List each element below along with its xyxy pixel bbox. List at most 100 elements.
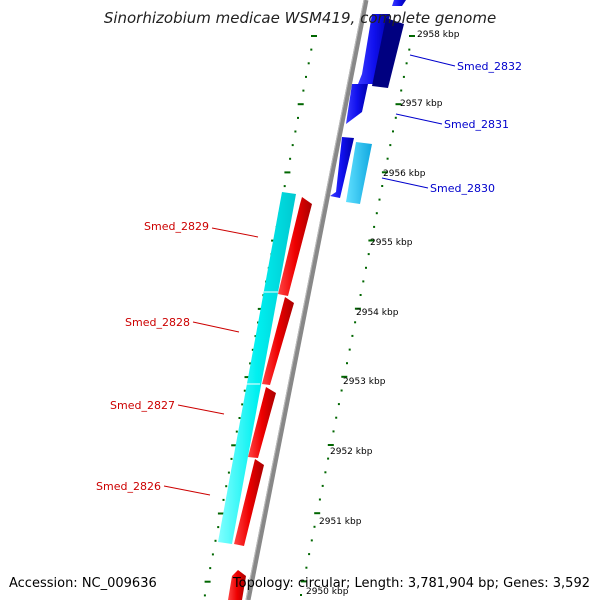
tick-label: 2955 kbp <box>370 238 413 248</box>
minor-tick <box>254 335 257 338</box>
major-tick <box>204 580 211 583</box>
leader-line <box>211 227 259 238</box>
minor-tick <box>375 212 378 215</box>
forward-gene-labels: Smed_2832 Smed_2831 Smed_2830 <box>381 54 522 195</box>
gene-label-smed-2828[interactable]: Smed_2828 <box>125 316 190 329</box>
minor-tick <box>327 457 330 460</box>
leader-line <box>192 321 240 333</box>
minor-tick <box>313 525 316 528</box>
cds-smed-2832 <box>358 14 390 84</box>
tick-label: 2956 kbp <box>383 169 426 179</box>
major-tick <box>395 103 402 106</box>
minor-tick <box>359 294 362 296</box>
gene-label-smed-2830[interactable]: Smed_2830 <box>430 182 495 195</box>
leader-line <box>177 404 225 415</box>
minor-tick <box>289 157 292 160</box>
leader-line <box>163 485 211 496</box>
genome-backbone <box>245 0 369 600</box>
major-tick <box>327 444 334 446</box>
minor-tick <box>337 403 340 406</box>
minor-tick <box>392 130 394 133</box>
minor-tick <box>300 594 302 596</box>
leader-line <box>395 113 443 125</box>
minor-tick <box>297 116 299 119</box>
major-tick <box>381 171 388 174</box>
minor-tick <box>308 553 311 556</box>
cds-smed-2828 <box>262 297 294 385</box>
minor-tick <box>225 485 228 488</box>
cds-blue-top-right <box>392 0 406 6</box>
tick-label: 2950 kbp <box>306 587 349 597</box>
cds-red-partial <box>228 570 246 600</box>
cds-smed-2827 <box>248 387 276 458</box>
minor-tick <box>362 280 365 283</box>
minor-tick <box>291 144 294 147</box>
major-tick <box>354 307 361 310</box>
cds-smed-2830-light <box>346 142 372 204</box>
minor-tick <box>321 484 324 487</box>
minor-tick <box>346 362 348 365</box>
major-tick <box>341 375 348 378</box>
gene-label-smed-2826[interactable]: Smed_2826 <box>96 480 161 493</box>
cds-smed-2829 <box>278 197 312 296</box>
minor-tick <box>257 321 260 324</box>
tick-label: 2957 kbp <box>400 99 443 109</box>
minor-tick <box>294 130 297 133</box>
topology-text: Topology: circular; Length: 3,781,904 bp… <box>232 576 590 591</box>
minor-tick <box>348 348 351 351</box>
cds-smed-2830 <box>330 137 354 198</box>
gene-label-smed-2827[interactable]: Smed_2827 <box>110 399 175 412</box>
leader-line <box>381 177 429 189</box>
major-tick <box>368 239 375 242</box>
minor-tick <box>365 266 367 269</box>
tick-label: 2958 kbp <box>417 30 460 40</box>
major-tick <box>409 35 415 37</box>
coordinate-ticks: 2958 kbp 2957 kbp 2956 kbp 2955 kbp 2954… <box>306 30 460 597</box>
tick-label: 2951 kbp <box>319 517 362 527</box>
minor-tick <box>251 348 254 351</box>
cds-smed-2831 <box>346 84 368 124</box>
minor-tick <box>351 334 354 337</box>
minor-tick <box>386 157 389 160</box>
major-tick <box>284 171 291 174</box>
major-tick <box>217 512 224 515</box>
major-tick <box>311 35 317 37</box>
minor-tick <box>324 471 327 474</box>
minor-tick <box>408 48 411 51</box>
minor-tick <box>310 539 313 542</box>
minor-tick <box>381 185 384 187</box>
minor-tick <box>378 198 381 201</box>
minor-tick <box>238 417 241 419</box>
major-tick <box>231 444 238 447</box>
minor-tick <box>389 144 392 147</box>
cds-smed-2826 <box>234 459 264 546</box>
minor-tick <box>310 48 313 51</box>
minor-tick <box>340 389 343 392</box>
gene-label-smed-2831[interactable]: Smed_2831 <box>444 118 509 131</box>
minor-tick <box>217 526 220 529</box>
tick-label: 2953 kbp <box>343 377 386 387</box>
gene-label-smed-2832[interactable]: Smed_2832 <box>457 60 522 73</box>
inner-tick-dots <box>300 35 415 596</box>
minor-tick <box>249 362 252 365</box>
minor-tick <box>318 498 321 501</box>
accession-text: Accession: NC_009636 <box>9 576 157 591</box>
gene-label-smed-2829[interactable]: Smed_2829 <box>144 220 209 233</box>
minor-tick <box>367 253 370 256</box>
minor-tick <box>222 498 225 501</box>
minor-tick <box>335 416 338 419</box>
minor-tick <box>402 75 405 78</box>
tick-label: 2952 kbp <box>330 447 373 457</box>
minor-tick <box>209 567 212 570</box>
minor-tick <box>405 62 408 65</box>
cyan-feature-band <box>218 192 296 544</box>
minor-tick <box>305 75 307 78</box>
minor-tick <box>241 403 244 406</box>
minor-tick <box>394 116 397 119</box>
minor-tick <box>230 457 233 460</box>
minor-tick <box>235 430 238 433</box>
minor-tick <box>283 185 286 188</box>
minor-tick <box>354 321 357 324</box>
minor-tick <box>305 566 308 569</box>
